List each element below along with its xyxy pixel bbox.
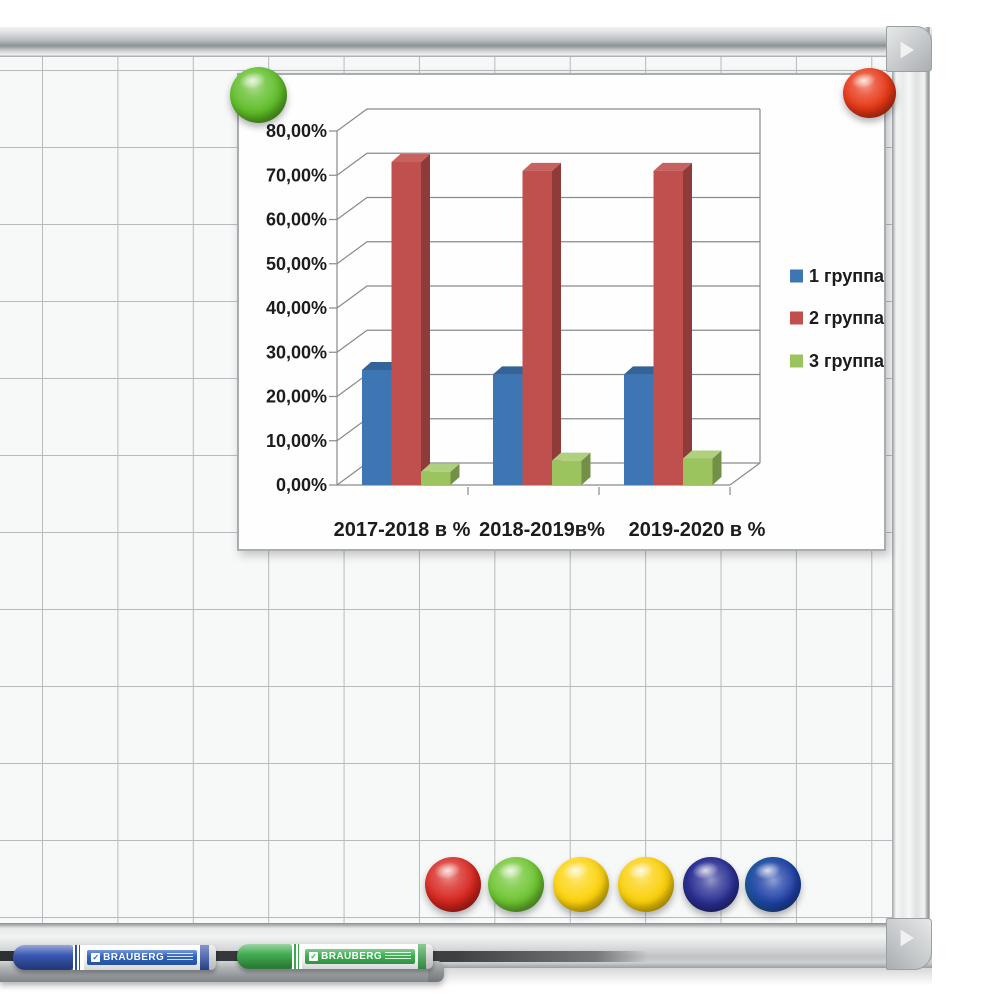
y-axis-label: 30,00% xyxy=(266,342,327,362)
bar-1 группа-2019-2020 в % xyxy=(624,374,654,485)
bar-3 группа-2017-2018 в %-top xyxy=(421,463,460,472)
marker-body: BRAUBERG xyxy=(84,945,201,970)
y-axis-label: 40,00% xyxy=(266,298,327,318)
bar-3 группа-2017-2018 в % xyxy=(421,471,451,485)
brauberg-logo-icon xyxy=(91,953,101,962)
bar-3 группа-2019-2020 в % xyxy=(683,458,713,485)
green-magnet-bottom xyxy=(488,857,544,912)
red-magnet-bottom xyxy=(425,857,481,912)
marker-collar xyxy=(291,944,303,969)
frame-rail-right xyxy=(892,27,930,968)
bar-2 группа-2019-2020 в %-side xyxy=(683,162,692,485)
bar-1 группа-2019-2020 в %-top xyxy=(624,366,663,375)
marker-collar xyxy=(73,945,85,970)
bar-3 группа-2018-2019в%-top xyxy=(552,452,591,461)
marker-brand-text: BRAUBERG xyxy=(321,951,383,962)
navy-magnet-bottom xyxy=(683,857,739,912)
green-magnet-top-left xyxy=(230,67,287,123)
x-axis-label: 2019-2020 в % xyxy=(629,519,766,541)
gridline xyxy=(336,329,760,353)
frame-corner-cap-bottom-right xyxy=(886,918,932,970)
frame-rail-top xyxy=(0,27,932,57)
whiteboard-marker-blue: BRAUBERG xyxy=(13,945,216,970)
bar-1 группа-2017-2018 в %-top xyxy=(362,361,401,370)
marker-brand-text: BRAUBERG xyxy=(103,952,165,963)
y-axis-label: 10,00% xyxy=(266,431,327,451)
bar-2 группа-2018-2019в%-side xyxy=(552,162,561,485)
bar-1 группа-2018-2019в%-top xyxy=(493,366,532,375)
bar-3 группа-2017-2018 в %-side xyxy=(450,463,460,485)
bar-3 группа-2019-2020 в %-top xyxy=(683,450,722,459)
gridline xyxy=(336,152,760,176)
legend-label: 1 группа xyxy=(809,266,884,286)
bar-2 группа-2018-2019в% xyxy=(522,170,552,485)
bar-3 группа-2018-2019в% xyxy=(552,460,582,485)
yellow-magnet-bottom-1 xyxy=(553,857,609,912)
marker-cap xyxy=(13,945,74,970)
yellow-magnet-bottom-2 xyxy=(618,857,674,912)
bar-3 группа-2018-2019в%-side xyxy=(581,452,591,485)
marker-label: BRAUBERG xyxy=(305,949,415,964)
y-axis-label: 0,00% xyxy=(276,475,327,495)
y-axis-label: 70,00% xyxy=(266,165,327,185)
bar-2 группа-2017-2018 в %-top xyxy=(391,153,430,162)
legend-label: 3 группа xyxy=(809,351,884,371)
marker-body: BRAUBERG xyxy=(302,944,419,969)
legend-swatch xyxy=(790,354,803,368)
bar-chart-svg: 0,00% 10,00% 20,00% 30,00% 40,00% 50,00% 60,00… xyxy=(266,108,884,541)
marker-end-cap xyxy=(209,945,216,970)
legend-swatch xyxy=(790,269,803,283)
gridline xyxy=(336,285,760,309)
bar-1 группа-2018-2019в% xyxy=(493,374,523,485)
x-axis-label: 2017-2018 в % xyxy=(334,519,471,541)
whiteboard-marker-green: BRAUBERG xyxy=(237,944,433,969)
y-axis-label: 50,00% xyxy=(266,254,327,274)
bar-2 группа-2018-2019в%-top xyxy=(522,162,561,171)
gridline xyxy=(336,196,760,220)
frame-corner-cap-top-right xyxy=(886,26,932,72)
marker-fine-print xyxy=(385,952,412,961)
bar-2 группа-2017-2018 в % xyxy=(391,161,421,485)
red-magnet-top-right xyxy=(843,68,896,118)
bar-1 группа-2017-2018 в % xyxy=(362,369,392,485)
bar-3 группа-2019-2020 в %-side xyxy=(712,450,722,485)
x-axis-label: 2018-2019в% xyxy=(479,519,605,541)
marker-cap xyxy=(237,944,292,969)
legend-swatch xyxy=(790,311,803,325)
marker-band xyxy=(418,944,427,969)
blue-magnet-bottom xyxy=(745,857,801,912)
marker-end-cap xyxy=(426,944,433,969)
legend-label: 2 группа xyxy=(809,308,884,328)
chart-sheet: 0,00% 10,00% 20,00% 30,00% 40,00% 50,00% 60,00… xyxy=(237,73,886,551)
brauberg-logo-icon xyxy=(309,952,319,961)
y-axis-label: 60,00% xyxy=(266,210,327,230)
bar-2 группа-2017-2018 в %-side xyxy=(421,153,430,485)
floor-right-edge xyxy=(729,462,761,486)
y-axis-label: 80,00% xyxy=(266,121,327,141)
bar-2 группа-2019-2020 в % xyxy=(653,170,683,485)
marker-label: BRAUBERG xyxy=(87,950,197,965)
gridline xyxy=(336,241,760,265)
marker-band xyxy=(200,945,210,970)
gridline xyxy=(336,108,760,132)
marker-fine-print xyxy=(167,953,194,962)
bar-2 группа-2019-2020 в %-top xyxy=(653,162,692,171)
y-axis-label: 20,00% xyxy=(266,387,327,407)
